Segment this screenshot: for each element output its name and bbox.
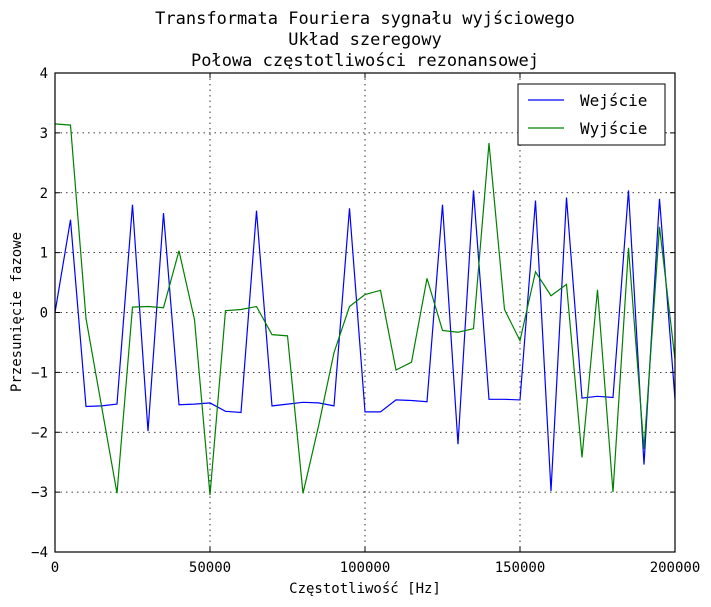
legend-box — [517, 83, 666, 146]
y-tick-label: 0 — [40, 306, 48, 322]
y-tick-label: −4 — [31, 545, 48, 561]
title-line-3: Połowa częstotliwości rezonansowej — [191, 51, 539, 71]
x-axis-label: Częstotliwość [Hz] — [289, 581, 441, 597]
series-lines — [54, 123, 676, 496]
y-tick-label: −3 — [31, 485, 48, 501]
series-line-input — [54, 190, 676, 491]
legend-label-input: Wejście — [580, 91, 647, 110]
y-tick-label: 3 — [40, 126, 48, 142]
x-tick-label: 0 — [51, 560, 59, 576]
y-axis-label: Przesunięcie fazowe — [9, 232, 25, 392]
x-tick-label: 150000 — [495, 560, 546, 576]
y-tick-label: 1 — [40, 246, 48, 262]
legend: Wejście Wyjście — [517, 83, 666, 146]
y-tick-label: −1 — [31, 365, 48, 381]
title-line-2: Układ szeregowy — [288, 30, 442, 50]
title-line-1: Transformata Fouriera sygnału wyjścioweg… — [155, 9, 575, 29]
y-tick-label: −2 — [31, 425, 48, 441]
y-tick-label: 2 — [40, 186, 48, 202]
tick-labels: 0 50000 100000 150000 200000 −4 −3 −2 −1 0 1 2 3 4 — [31, 66, 700, 576]
series-line-output — [54, 123, 676, 496]
y-tick-label: 4 — [40, 66, 48, 82]
x-tick-label: 50000 — [189, 560, 231, 576]
x-tick-label: 200000 — [650, 560, 701, 576]
chart-title: Transformata Fouriera sygnału wyjścioweg… — [155, 9, 575, 71]
plot-frame — [54, 72, 676, 553]
x-tick-label: 100000 — [340, 560, 391, 576]
legend-label-output: Wyjście — [580, 119, 647, 138]
